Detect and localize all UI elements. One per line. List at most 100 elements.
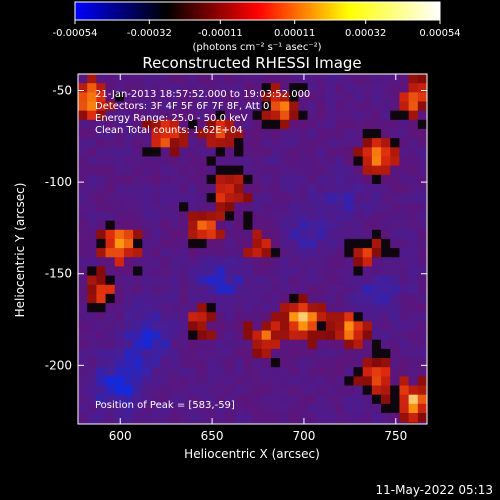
heatmap-cell (371, 74, 382, 84)
heatmap-cell (316, 174, 327, 185)
heatmap-cell (390, 303, 400, 313)
heatmap-cell (160, 358, 171, 368)
heatmap-cell (96, 174, 107, 185)
heatmap-cell (114, 83, 125, 93)
heatmap-cell (206, 248, 217, 258)
heatmap-cell (96, 229, 107, 240)
heatmap-cell (215, 358, 226, 368)
heatmap-cell (133, 303, 143, 313)
heatmap-cell (270, 101, 281, 112)
heatmap-cell (234, 257, 244, 267)
heatmap-cell (371, 321, 382, 332)
heatmap-cell (280, 101, 290, 112)
heatmap-cell (87, 156, 97, 167)
heatmap-cell (381, 330, 391, 341)
heatmap-cell (123, 211, 134, 222)
heatmap-cell (234, 101, 244, 112)
heatmap-cell (362, 413, 373, 423)
heatmap-cell (87, 257, 97, 267)
heatmap-cell (381, 92, 391, 102)
heatmap-cell (252, 385, 263, 396)
heatmap-cell (335, 284, 345, 295)
heatmap-cell (169, 211, 180, 222)
heatmap-cell (206, 147, 217, 157)
heatmap-cell (133, 413, 143, 423)
heatmap-cell (344, 422, 355, 424)
heatmap-cell (362, 367, 373, 377)
heatmap-cell (371, 238, 382, 249)
heatmap-cell (123, 275, 134, 286)
heatmap-cell (87, 275, 97, 286)
heatmap-cell (408, 92, 419, 102)
heatmap-cell (417, 147, 427, 157)
heatmap-cell (270, 303, 281, 313)
heatmap-cell (96, 220, 107, 231)
heatmap-cell (197, 422, 208, 424)
heatmap-cell (390, 138, 400, 148)
heatmap-cell (234, 229, 244, 240)
heatmap-cell (234, 238, 244, 249)
annotation-line-2: Detectors: 3F 4F 5F 6F 7F 8F, Att 0 (95, 101, 269, 112)
heatmap-cell (408, 385, 419, 396)
heatmap-cell (114, 422, 125, 424)
heatmap-cell (289, 293, 299, 304)
heatmap-cell (307, 358, 318, 368)
heatmap-cell (206, 257, 217, 267)
heatmap-cell (289, 284, 299, 295)
heatmap-cell (188, 367, 198, 377)
heatmap-cell (390, 110, 400, 121)
heatmap-cell (344, 330, 355, 341)
heatmap-cell (114, 138, 125, 148)
heatmap-cell (142, 174, 152, 185)
heatmap-cell (270, 165, 281, 176)
heatmap-cell (289, 147, 299, 157)
heatmap-cell (243, 339, 253, 350)
heatmap-cell (197, 202, 208, 212)
heatmap-cell (270, 74, 281, 84)
heatmap-cell (344, 303, 355, 313)
heatmap-cell (289, 330, 299, 341)
heatmap-cell (215, 275, 226, 286)
heatmap-cell (408, 321, 419, 332)
y-tick-label-0: -50 (52, 83, 72, 97)
heatmap-cell (96, 422, 107, 424)
heatmap-cell (179, 367, 189, 377)
heatmap-cell (123, 101, 134, 112)
heatmap-cell (335, 110, 345, 121)
heatmap-cell (381, 293, 391, 304)
heatmap-cell (280, 128, 290, 139)
heatmap-cell (280, 257, 290, 267)
heatmap-cell (307, 385, 318, 396)
heatmap-cell (289, 92, 299, 102)
heatmap-cell (289, 174, 299, 185)
heatmap-cell (215, 422, 226, 424)
heatmap-cell (335, 138, 345, 148)
heatmap-cell (188, 293, 198, 304)
heatmap-cell (280, 147, 290, 157)
heatmap-cell (270, 156, 281, 167)
heatmap-cell (169, 83, 180, 93)
heatmap-cell (390, 376, 400, 387)
heatmap-cell (325, 238, 336, 249)
heatmap-cell (234, 394, 244, 405)
heatmap-cell (307, 138, 318, 148)
heatmap-cell (353, 92, 364, 102)
heatmap-cell (381, 211, 391, 222)
heatmap-cell (215, 385, 226, 396)
heatmap-cell (243, 367, 253, 377)
heatmap-cell (280, 339, 290, 350)
heatmap-cell (169, 330, 180, 341)
heatmap-cell (362, 403, 373, 414)
heatmap-cell (133, 229, 143, 240)
heatmap-cell (261, 119, 272, 130)
heatmap-cell (362, 339, 373, 350)
heatmap-cell (408, 119, 419, 130)
heatmap-cell (224, 92, 235, 102)
heatmap-cell (197, 312, 208, 322)
heatmap-cell (87, 358, 97, 368)
heatmap-cell (362, 156, 373, 167)
heatmap-cell (362, 83, 373, 93)
heatmap-cell (316, 220, 327, 231)
heatmap-cell (408, 394, 419, 405)
heatmap-cell (179, 211, 189, 222)
